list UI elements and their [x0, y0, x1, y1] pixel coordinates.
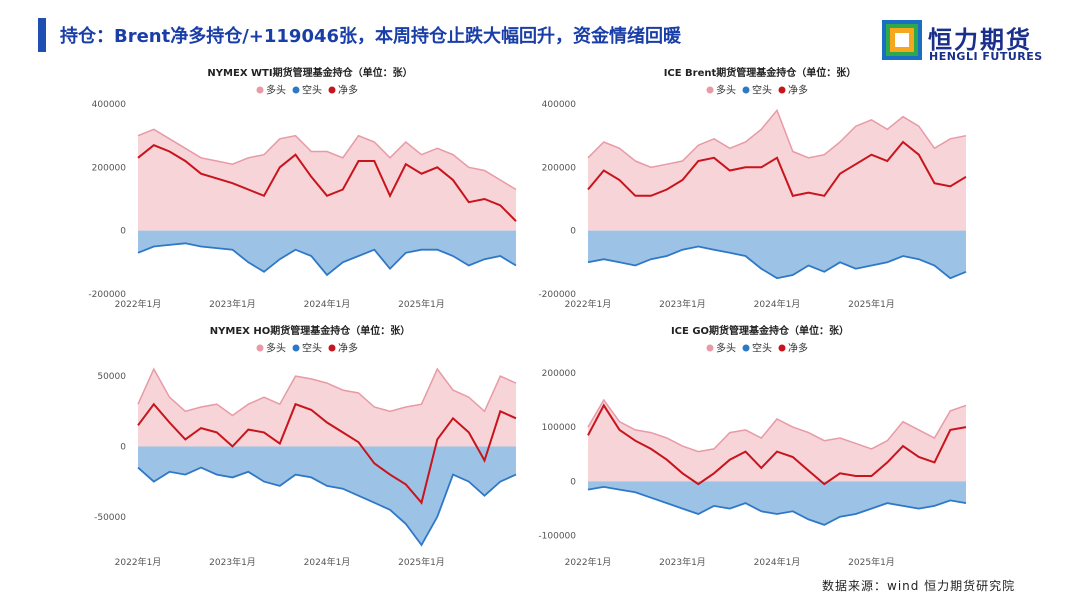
- legend-label-2: 净多: [788, 84, 808, 97]
- legend-marker-0: [706, 86, 714, 94]
- legend-marker-0: [256, 344, 264, 352]
- x-tick-label: 2023年1月: [209, 556, 256, 568]
- long-series-line: [137, 128, 517, 191]
- legend-marker-2: [778, 86, 786, 94]
- legend-label-0: 多头: [266, 84, 286, 97]
- short-area: [588, 481, 966, 525]
- x-tick-label: 2024年1月: [754, 298, 801, 310]
- legend-marker-0: [706, 344, 714, 352]
- x-tick-label: 2025年1月: [398, 556, 445, 568]
- long-area: [588, 110, 966, 231]
- x-tick-label: 2022年1月: [565, 556, 612, 568]
- long-area: [588, 400, 966, 482]
- go-position-chart: ICE GO期货管理基金持仓（单位：张） 多头 空头 净多 -100000 0 100000…: [538, 324, 967, 568]
- short-series-line: [137, 466, 517, 547]
- x-tick-label: 2025年1月: [848, 556, 895, 568]
- legend-label-2: 净多: [338, 84, 358, 97]
- net-series-line: [587, 140, 967, 197]
- long-series-line: [587, 398, 967, 453]
- net-series-line: [587, 403, 967, 486]
- y-tick-label: 200000: [92, 163, 127, 173]
- y-tick-label: 0: [120, 442, 126, 452]
- legend-label-1: 空头: [752, 342, 772, 355]
- legend-marker-2: [778, 344, 786, 352]
- brent-position-chart: ICE Brent期货管理基金持仓（单位：张） 多头 空头 净多 -200000 0 200…: [538, 66, 967, 310]
- y-tick-label: -200000: [88, 290, 126, 300]
- y-tick-label: 200000: [542, 163, 577, 173]
- net-series-line: [137, 144, 517, 222]
- legend-label-1: 空头: [302, 84, 322, 97]
- short-series-line: [587, 485, 967, 526]
- y-tick-label: 0: [570, 227, 576, 237]
- legend-marker-1: [292, 86, 300, 94]
- short-area: [138, 446, 516, 545]
- chart-title: NYMEX HO期货管理基金持仓（单位：张）: [210, 324, 410, 337]
- y-tick-label: -100000: [538, 532, 576, 542]
- x-tick-label: 2023年1月: [659, 556, 706, 568]
- x-tick-label: 2023年1月: [209, 298, 256, 310]
- y-tick-label: 200000: [542, 369, 577, 379]
- legend-label-1: 空头: [752, 84, 772, 97]
- legend-marker-1: [742, 344, 750, 352]
- x-tick-label: 2022年1月: [115, 556, 162, 568]
- legend-marker-2: [328, 344, 336, 352]
- y-tick-label: 0: [120, 227, 126, 237]
- y-tick-label: -50000: [94, 513, 126, 523]
- data-source-note: 数据来源：wind 恒力期货研究院: [822, 579, 1016, 593]
- chart-title: ICE Brent期货管理基金持仓（单位：张）: [664, 66, 857, 79]
- y-tick-label: 0: [570, 477, 576, 487]
- long-series-line: [137, 367, 517, 417]
- legend-label-0: 多头: [716, 84, 736, 97]
- short-series-line: [587, 245, 967, 280]
- legend-label-2: 净多: [338, 342, 358, 355]
- legend-marker-1: [292, 344, 300, 352]
- logo-text-en: HENGLI FUTURES: [929, 50, 1043, 63]
- x-tick-label: 2022年1月: [565, 298, 612, 310]
- long-area: [138, 129, 516, 231]
- company-logo: 恒力期货 HENGLI FUTURES: [882, 20, 1052, 66]
- legend-marker-2: [328, 86, 336, 94]
- x-tick-label: 2025年1月: [398, 298, 445, 310]
- short-area: [588, 230, 966, 279]
- ho-position-chart: NYMEX HO期货管理基金持仓（单位：张） 多头 空头 净多 -50000 0 50000…: [94, 324, 517, 568]
- wti-position-chart: NYMEX WTI期货管理基金持仓（单位：张） 多头 空头 净多 -200000 0 200…: [88, 66, 517, 310]
- x-tick-label: 2024年1月: [304, 298, 351, 310]
- y-tick-label: 100000: [542, 423, 577, 433]
- chart-title: NYMEX WTI期货管理基金持仓（单位：张）: [207, 66, 412, 79]
- x-tick-label: 2022年1月: [115, 298, 162, 310]
- legend-label-0: 多头: [716, 342, 736, 355]
- net-series-line: [137, 402, 517, 505]
- long-series-line: [587, 108, 967, 169]
- x-tick-label: 2025年1月: [848, 298, 895, 310]
- x-tick-label: 2024年1月: [754, 556, 801, 568]
- long-area: [138, 369, 516, 447]
- y-tick-label: 400000: [542, 100, 577, 110]
- x-tick-label: 2023年1月: [659, 298, 706, 310]
- legend-label-2: 净多: [788, 342, 808, 355]
- logo-text-cn: 恒力期货: [928, 26, 1032, 54]
- short-series-line: [137, 242, 517, 277]
- legend-marker-1: [742, 86, 750, 94]
- legend-marker-0: [256, 86, 264, 94]
- page-title: 持仓：Brent净多持仓/+119046张，本周持仓止跌大幅回升，资金情绪回暖: [60, 26, 682, 47]
- legend-label-1: 空头: [302, 342, 322, 355]
- y-tick-label: 50000: [97, 372, 126, 382]
- y-tick-label: 400000: [92, 100, 127, 110]
- title-accent-bar: [38, 18, 46, 52]
- short-area: [138, 230, 516, 275]
- x-tick-label: 2024年1月: [304, 556, 351, 568]
- logo-mark-icon: [882, 20, 922, 60]
- chart-title: ICE GO期货管理基金持仓（单位：张）: [671, 324, 849, 337]
- legend-label-0: 多头: [266, 342, 286, 355]
- y-tick-label: -200000: [538, 290, 576, 300]
